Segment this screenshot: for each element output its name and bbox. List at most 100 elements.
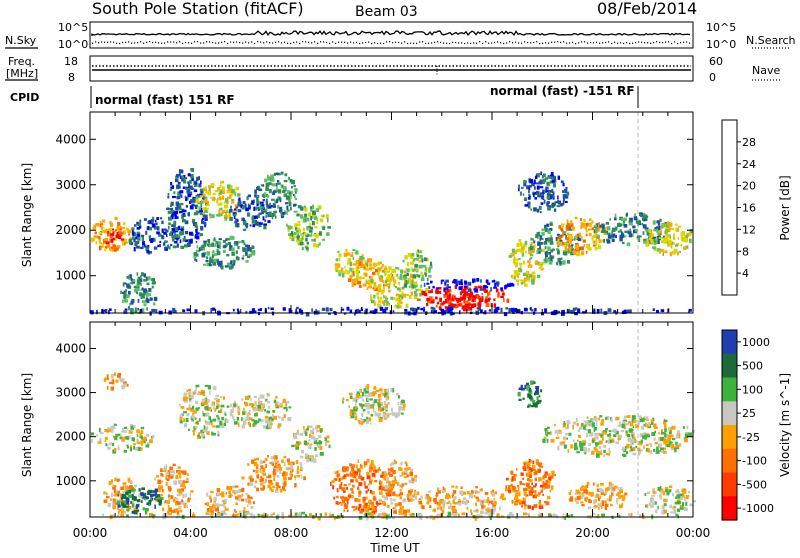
data-cell [385, 485, 388, 490]
data-cell [106, 429, 109, 433]
data-cell [618, 231, 620, 233]
data-cell [315, 454, 318, 457]
data-cell [194, 185, 198, 188]
data-cell [605, 417, 607, 420]
nsearch-dot [173, 42, 174, 43]
data-cell [561, 223, 565, 225]
date-title: 08/Feb/2014 [597, 0, 697, 18]
nsearch-dot [338, 42, 339, 43]
data-cell [137, 281, 141, 285]
data-cell [133, 446, 135, 450]
data-cell [543, 242, 547, 245]
data-cell [589, 247, 592, 251]
data-cell [242, 494, 244, 497]
nsearch-dot [569, 42, 570, 43]
data-cell [472, 295, 476, 297]
data-cell [653, 229, 656, 231]
data-cell [580, 447, 584, 451]
data-cell [523, 180, 527, 183]
data-cell [412, 481, 414, 483]
data-cell [113, 380, 115, 384]
data-cell [132, 489, 136, 492]
data-cell [523, 498, 526, 502]
data-cell [402, 260, 404, 263]
data-cell [235, 486, 239, 488]
data-cell [684, 498, 686, 501]
data-cell [400, 462, 402, 466]
data-cell [377, 273, 379, 275]
nsearch-dot [686, 41, 687, 42]
data-cell [192, 430, 195, 432]
data-cell [294, 188, 298, 192]
data-cell [96, 241, 98, 244]
data-cell [107, 386, 109, 390]
data-cell [524, 506, 526, 510]
data-cell [538, 181, 542, 184]
data-cell [312, 428, 314, 430]
data-cell [188, 392, 192, 395]
data-cell [279, 470, 281, 474]
data-cell [524, 278, 527, 282]
data-cell [452, 304, 455, 308]
data-cell [263, 425, 266, 428]
data-cell [212, 425, 215, 427]
data-cell [353, 398, 357, 402]
data-cell [358, 491, 361, 495]
data-cell [333, 497, 335, 500]
data-cell [117, 222, 120, 226]
data-cell [555, 430, 558, 434]
data-cell [205, 385, 209, 387]
data-cell [647, 239, 649, 243]
data-cell [190, 490, 193, 492]
data-cell [139, 220, 141, 223]
data-cell [213, 419, 216, 422]
data-cell [608, 448, 610, 452]
data-cell [200, 226, 203, 231]
data-cell [350, 396, 353, 399]
data-cell [404, 271, 406, 274]
data-cell [626, 451, 628, 454]
data-cell [621, 233, 624, 237]
data-cell [527, 505, 531, 509]
data-cell [222, 181, 224, 184]
data-cell [322, 308, 326, 311]
data-cell [577, 423, 579, 426]
data-cell [545, 246, 547, 249]
data-cell [525, 204, 529, 207]
data-cell [655, 509, 657, 513]
data-cell [420, 255, 423, 259]
nsearch-dot [590, 42, 591, 43]
data-cell [242, 218, 244, 221]
data-cell [398, 395, 400, 399]
data-cell [410, 469, 413, 472]
data-cell [544, 200, 546, 204]
data-cell [392, 412, 395, 416]
data-cell [216, 503, 220, 506]
data-cell [305, 430, 307, 433]
data-cell [570, 444, 573, 448]
data-cell [213, 386, 217, 390]
colorbar-tick-label: 8 [742, 245, 749, 258]
data-cell [660, 496, 662, 500]
data-cell [216, 425, 220, 428]
nsearch-dot [575, 43, 576, 44]
data-cell [360, 266, 363, 269]
data-cell [365, 260, 367, 263]
data-cell [393, 510, 397, 514]
data-cell [209, 257, 211, 260]
data-cell [258, 398, 260, 402]
data-cell [391, 278, 393, 281]
data-cell [551, 471, 554, 475]
data-cell [516, 491, 518, 494]
nsearch-dot [587, 42, 588, 43]
data-cell [249, 403, 253, 406]
data-cell [194, 411, 197, 414]
data-cell [238, 489, 241, 493]
data-cell [353, 257, 355, 260]
data-cell [356, 464, 358, 468]
data-cell [143, 288, 147, 292]
data-cell [271, 456, 274, 459]
nsearch-dot [170, 41, 171, 42]
data-cell [581, 251, 584, 255]
data-cell [511, 308, 514, 312]
